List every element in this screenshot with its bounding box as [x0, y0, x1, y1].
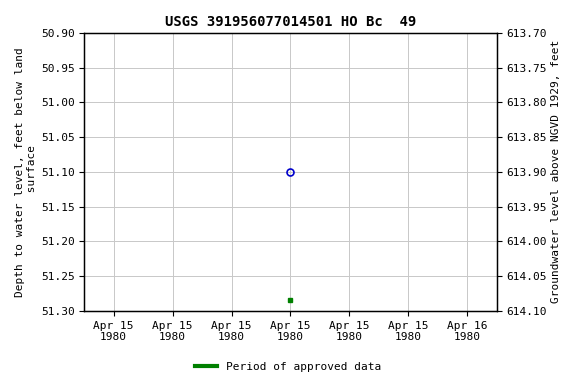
Y-axis label: Groundwater level above NGVD 1929, feet: Groundwater level above NGVD 1929, feet: [551, 40, 561, 303]
Legend: Period of approved data: Period of approved data: [191, 358, 385, 377]
Y-axis label: Depth to water level, feet below land
 surface: Depth to water level, feet below land su…: [15, 47, 37, 297]
Title: USGS 391956077014501 HO Bc  49: USGS 391956077014501 HO Bc 49: [165, 15, 416, 29]
